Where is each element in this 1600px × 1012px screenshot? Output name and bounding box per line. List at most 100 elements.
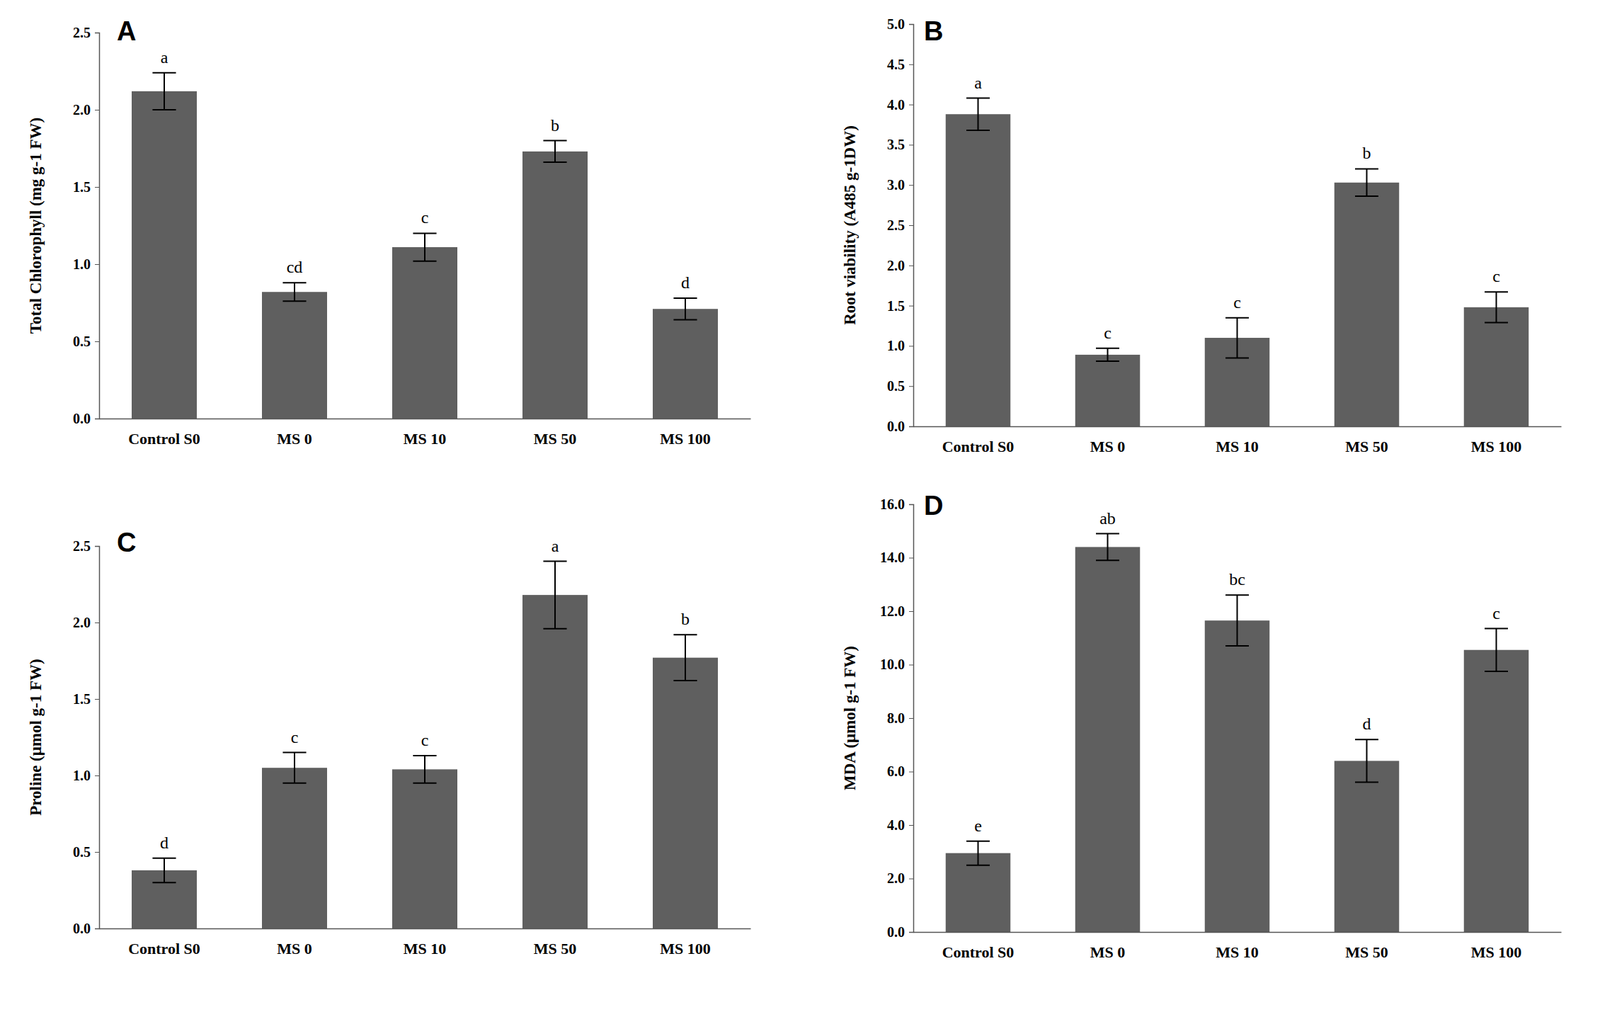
annotation: c <box>421 208 430 227</box>
tick-label: 0.0 <box>887 418 905 434</box>
bar <box>392 768 458 929</box>
x-axis: Control S0MS 0MS 10MS 50MS 100 <box>913 931 1562 961</box>
bar <box>1075 546 1141 932</box>
tick: 2.0 <box>72 101 100 118</box>
tick: 1.0 <box>72 256 100 272</box>
tick-label: 3.0 <box>887 176 905 193</box>
error-bar <box>1225 594 1249 646</box>
axis-line <box>909 504 914 933</box>
tick: 2.5 <box>72 538 100 554</box>
y-axis: 0.00.51.01.52.02.5 <box>72 538 100 936</box>
tick: 2.5 <box>887 217 914 233</box>
tick-mark <box>909 664 914 666</box>
tick-mark <box>909 557 914 559</box>
tick-mark <box>909 225 914 226</box>
tick-mark <box>909 426 914 427</box>
tick-mark <box>94 264 100 265</box>
y-axis: 0.00.51.01.52.02.53.03.54.04.55.0 <box>887 16 914 434</box>
tick-label: MS 100 <box>1471 437 1523 456</box>
tick-label: MS 10 <box>403 939 447 958</box>
tick: 14.0 <box>880 549 914 565</box>
annotation: d <box>681 273 690 292</box>
error-bar <box>966 841 990 866</box>
tick: 5.0 <box>887 16 914 32</box>
tick: MS 0 <box>276 418 313 448</box>
tick: MS 10 <box>1215 931 1259 961</box>
tick: MS 0 <box>276 928 313 958</box>
tick-label: MS 0 <box>276 939 313 958</box>
tick-mark <box>909 931 914 933</box>
figure: acdcbd0.00.51.01.52.02.5Control S0MS 0MS… <box>0 0 1600 1012</box>
error-bar <box>1355 168 1379 197</box>
annotation: bc <box>1229 569 1246 589</box>
plot-area <box>945 533 1530 932</box>
axis-title: Root viability (A485 g-1DW) <box>841 125 859 325</box>
tick-label: 2.0 <box>72 614 91 631</box>
panel: dccab0.00.51.01.52.02.5Control S0MS 0MS … <box>26 536 752 958</box>
x-axis: Control S0MS 0MS 10MS 50MS 100 <box>99 418 752 448</box>
axis-title: Total Chlorophyll (mg g-1 FW) <box>26 117 45 334</box>
annotation: ab <box>1099 509 1116 528</box>
tick-label: 2.5 <box>72 24 91 41</box>
tick: Control S0 <box>942 426 1015 456</box>
tick-label: 2.5 <box>72 538 91 554</box>
tick-mark <box>909 878 914 880</box>
tick-label: 2.0 <box>887 870 905 886</box>
tick: MS 50 <box>1345 426 1389 456</box>
axis-title: MDA (μmol g-1 FW) <box>841 645 859 791</box>
tick: 10.0 <box>880 656 914 672</box>
tick-label: 0.5 <box>72 333 91 350</box>
error-bar <box>152 858 176 883</box>
tick: MS 100 <box>659 418 711 448</box>
bar <box>1075 354 1141 427</box>
panel-label: B <box>923 16 944 47</box>
tick-label: 1.5 <box>887 298 905 314</box>
tick-label: MS 10 <box>1215 437 1259 456</box>
bar <box>261 291 328 419</box>
tick-label: 3.5 <box>887 136 905 153</box>
tick-mark <box>94 341 100 342</box>
tick: 0.0 <box>72 410 100 427</box>
tick: Control S0 <box>128 418 201 448</box>
error-bar <box>1355 739 1379 782</box>
y-axis: 0.00.51.01.52.02.5 <box>72 24 100 427</box>
tick-mark <box>94 32 100 34</box>
tick-label: MS 50 <box>1345 943 1389 961</box>
tick-mark <box>94 622 100 624</box>
error-bar <box>152 72 176 110</box>
error-bar <box>1095 348 1120 362</box>
tick-label: Control S0 <box>128 939 201 958</box>
axis-line <box>99 928 752 930</box>
panel: accbc0.00.51.01.52.02.53.03.54.04.55.0Co… <box>841 16 1562 456</box>
tick: MS 100 <box>1471 931 1523 961</box>
error-bar <box>412 755 437 784</box>
tick-label: 0.0 <box>72 920 91 936</box>
tick-label: 10.0 <box>880 656 905 672</box>
error-bar <box>1484 628 1508 672</box>
bar <box>652 308 718 419</box>
axis-title: Proline (μmol g-1 FW) <box>26 658 45 816</box>
axis-line <box>913 931 1562 934</box>
tick-label: Control S0 <box>128 429 201 448</box>
annotation: e <box>974 816 982 835</box>
tick: 16.0 <box>880 496 914 512</box>
tick: MS 10 <box>403 928 447 958</box>
tick: MS 10 <box>1215 426 1259 456</box>
tick-mark <box>909 144 914 146</box>
annotation: c <box>290 727 299 747</box>
error-bar <box>1484 291 1508 323</box>
tick: 0.5 <box>72 843 100 860</box>
error-bar <box>412 232 437 261</box>
axis-line <box>94 546 100 929</box>
error-bar <box>673 634 697 681</box>
tick: 1.0 <box>887 337 914 354</box>
tick: 0.5 <box>887 378 914 394</box>
tick: Control S0 <box>942 931 1015 961</box>
tick-mark <box>94 109 100 111</box>
tick-label: MS 0 <box>1090 437 1126 456</box>
tick-label: MS 50 <box>533 429 577 448</box>
error-bar <box>543 140 567 163</box>
tick-mark <box>909 385 914 387</box>
annotation: b <box>550 116 560 135</box>
x-axis: Control S0MS 0MS 10MS 50MS 100 <box>99 928 752 958</box>
